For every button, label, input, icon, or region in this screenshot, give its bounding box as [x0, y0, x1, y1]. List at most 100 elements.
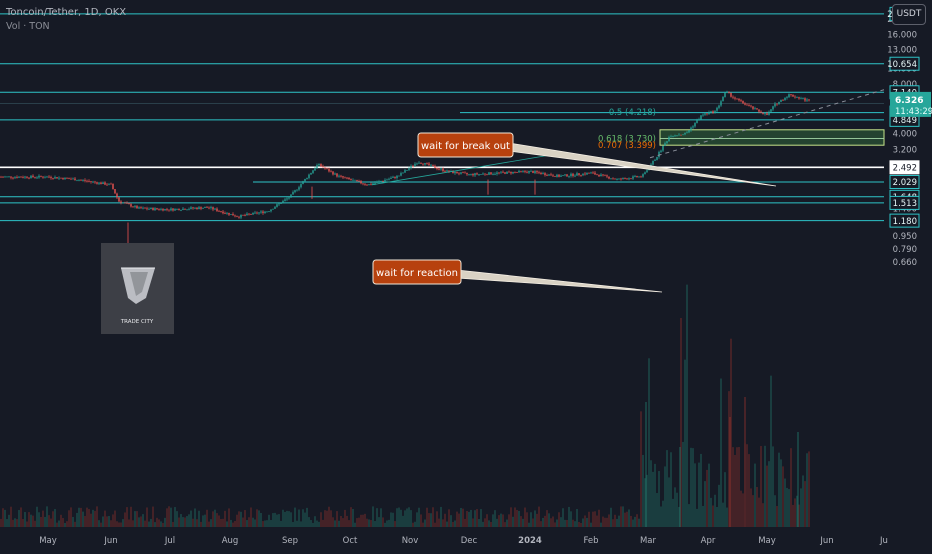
logo-text: TRADE CITY [120, 319, 154, 325]
x-tick-label: Ju [879, 536, 888, 546]
volume-bar [706, 469, 708, 527]
candle-body [684, 132, 686, 135]
volume-bar [394, 521, 396, 527]
candle-body [538, 172, 540, 174]
volume-bar [232, 522, 234, 527]
candle-body [170, 208, 172, 211]
volume-bar [400, 509, 402, 527]
candle-body [266, 211, 268, 213]
volume-bar [406, 508, 408, 527]
volume-bar [606, 517, 608, 527]
volume-bar [536, 513, 538, 527]
candle-body [106, 184, 108, 186]
candle-body [330, 171, 332, 173]
volume-bar [802, 475, 804, 527]
candle-body [588, 172, 590, 174]
candle-body [660, 150, 662, 152]
candle-body [164, 209, 166, 211]
candle-body [798, 97, 800, 99]
candle-body [520, 170, 522, 172]
volume-bar [174, 507, 176, 527]
volume-bar [797, 432, 799, 527]
volume-bar [254, 519, 256, 527]
volume-bar [176, 511, 178, 527]
volume-bar [144, 520, 146, 527]
candle-body [668, 137, 670, 142]
volume-bar [668, 477, 670, 527]
candle-body [634, 176, 636, 177]
candle-body [708, 112, 710, 115]
candle-body [210, 207, 212, 208]
volume-bar [276, 514, 278, 527]
volume-bar [16, 519, 18, 527]
candle-body [536, 171, 538, 173]
volume-bar [322, 519, 324, 527]
candle-body [750, 105, 752, 107]
candle-body [114, 189, 116, 194]
volume-bar [686, 284, 688, 527]
volume-bar [212, 511, 214, 527]
candle-body [162, 208, 164, 211]
x-tick-label: Nov [402, 536, 419, 546]
volume-bar [278, 514, 280, 527]
volume-bar [592, 511, 594, 527]
candle-body [546, 175, 548, 176]
candle-body [624, 178, 626, 179]
candle-body [188, 208, 190, 210]
volume-bar [432, 507, 434, 527]
volume-bar [522, 518, 524, 527]
callout-pointer [456, 269, 663, 293]
volume-bar [806, 453, 808, 527]
volume-bar [160, 521, 162, 527]
volume-bar [296, 520, 298, 527]
candle-body [672, 135, 674, 137]
volume-bar [598, 509, 600, 527]
volume-bar [134, 511, 136, 527]
candle-body [30, 175, 32, 178]
volume-bar [386, 520, 388, 527]
candle-body [280, 203, 282, 205]
volume-bar [634, 516, 636, 527]
candle-body [718, 105, 720, 108]
candle-body [426, 163, 428, 164]
candle-body [712, 111, 714, 113]
candle-body [418, 162, 420, 164]
callout-box [372, 259, 462, 285]
volume-bar [290, 512, 292, 527]
volume-bar [116, 521, 118, 527]
volume-bar [348, 520, 350, 527]
volume-bar [544, 515, 546, 527]
candle-body [390, 177, 392, 179]
volume-bar [74, 521, 76, 527]
volume-bar [642, 454, 644, 527]
volume-bar [586, 517, 588, 527]
volume-bar [338, 520, 340, 527]
candle-body [456, 171, 458, 174]
candle-body [640, 176, 642, 178]
candle-body [60, 177, 62, 179]
volume-bar [164, 517, 166, 527]
candle-body [686, 132, 688, 134]
volume-bar [718, 484, 720, 527]
candle-body [138, 207, 140, 209]
candle-body [730, 92, 732, 97]
volume-bar [692, 448, 694, 527]
candle-body [76, 180, 78, 182]
candle-body [704, 113, 706, 115]
volume-bar [198, 510, 200, 527]
candle-body [676, 135, 678, 137]
fib-zone: 0.5 (4.218) 0.618 (3.730)0.707 (3.399) [598, 108, 885, 151]
volume-bar [252, 517, 254, 527]
candle-body [336, 173, 338, 177]
candle-body [678, 134, 680, 136]
candle-body [384, 179, 386, 182]
candle-body [644, 172, 646, 175]
candle-body [4, 176, 6, 178]
volume-bar [18, 510, 20, 527]
volume-bar [118, 522, 120, 527]
volume-bar [376, 508, 378, 527]
candle-body [124, 202, 126, 204]
candle-body [424, 163, 426, 165]
currency-button[interactable]: USDT [892, 4, 926, 25]
